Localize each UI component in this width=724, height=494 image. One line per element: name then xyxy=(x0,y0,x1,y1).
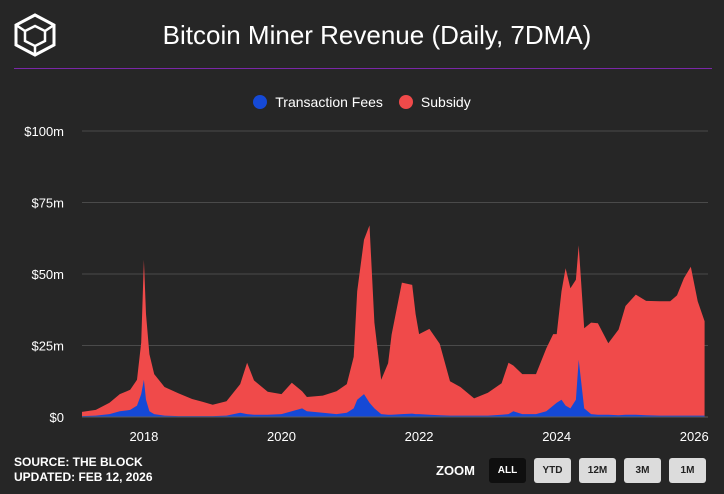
zoom-label: ZOOM xyxy=(436,463,475,478)
updated-label: UPDATED: FEB 12, 2026 xyxy=(14,470,153,484)
zoom-all-button[interactable]: ALL xyxy=(489,458,526,483)
legend-item-subsidy[interactable]: Subsidy xyxy=(398,94,471,110)
y-tick-label: $25m xyxy=(31,339,64,354)
y-tick-label: $75m xyxy=(31,196,64,211)
x-tick-label: 2018 xyxy=(129,429,158,444)
legend-dot-transaction-fees xyxy=(253,95,268,109)
zoom-12m-button[interactable]: 12M xyxy=(579,458,616,483)
chart-legend: Transaction Fees Subsidy xyxy=(0,94,724,110)
series-area-subsidy xyxy=(82,225,705,417)
legend-label-transaction-fees: Transaction Fees xyxy=(275,94,383,110)
source-note: SOURCE: THE BLOCK UPDATED: FEB 12, 2026 xyxy=(14,455,153,485)
y-tick-label: $50m xyxy=(31,267,64,282)
x-tick-label: 2024 xyxy=(542,429,571,444)
y-tick-label: $100m xyxy=(24,124,64,139)
series-area-transaction-fees xyxy=(82,359,705,417)
page-title: Bitcoin Miner Revenue (Daily, 7DMA) xyxy=(162,20,592,50)
chart-container: $0 $25m $50m $75m $100m 2018 2020 2022 2024 2026 … xyxy=(0,80,724,450)
source-label: SOURCE: THE BLOCK xyxy=(14,455,143,469)
legend-item-transaction-fees[interactable]: Transaction Fees xyxy=(253,94,383,110)
header: Bitcoin Miner Revenue (Daily, 7DMA) xyxy=(0,0,724,69)
zoom-ytd-button[interactable]: YTD xyxy=(534,458,571,483)
the-block-logo-icon xyxy=(14,13,56,57)
y-tick-label: $0 xyxy=(50,410,64,425)
header-divider xyxy=(14,68,712,69)
legend-dot-subsidy xyxy=(398,95,413,109)
zoom-bar: ZOOM ALL YTD 12M 3M 1M xyxy=(436,458,706,483)
zoom-1m-button[interactable]: 1M xyxy=(669,458,706,483)
x-tick-label: 2020 xyxy=(267,429,296,444)
legend-label-subsidy: Subsidy xyxy=(420,94,471,110)
revenue-chart: $0 $25m $50m $75m $100m 2018 2020 2022 2024 2026 xyxy=(24,124,709,444)
zoom-3m-button[interactable]: 3M xyxy=(624,458,661,483)
x-tick-label: 2026 xyxy=(680,429,709,444)
x-tick-label: 2022 xyxy=(405,429,434,444)
